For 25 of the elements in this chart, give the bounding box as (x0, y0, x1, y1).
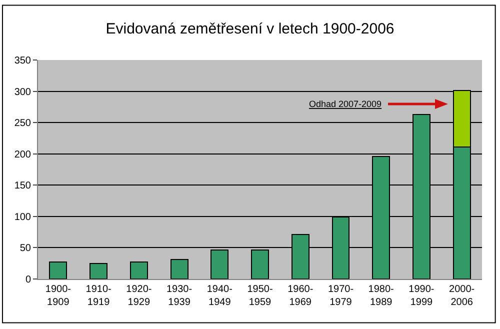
bar (49, 262, 68, 279)
x-tick-label: 2000-2006 (449, 284, 475, 308)
x-tick-label: 1920-1929 (126, 284, 152, 308)
y-tick-label: 50 (20, 243, 32, 254)
chart-title: Evidovaná zemětřesení v letech 1900-2006 (106, 20, 394, 38)
y-tick-label: 350 (14, 56, 32, 66)
x-tick-label: 1910-1919 (86, 284, 112, 308)
y-tick-label: 0 (25, 274, 32, 286)
y-tick-label: 200 (14, 149, 32, 160)
y-tick-label: 250 (14, 118, 32, 130)
x-tick-label: 1950-1959 (247, 284, 273, 308)
annotation: Odhad 2007-2009 (309, 99, 382, 109)
x-tick-label: 1960-1969 (288, 284, 314, 308)
bar (130, 262, 148, 279)
y-tick-label: 150 (14, 180, 32, 192)
y-tick-label: 300 (14, 86, 32, 98)
x-tick-label: 1990-1999 (408, 284, 434, 308)
x-tick-label: 1900-1909 (45, 284, 71, 308)
x-tick-label: 1980-1989 (368, 284, 394, 308)
bar (90, 262, 108, 279)
x-tick-label: 1970-1979 (328, 284, 354, 308)
x-tick-label: 1930-1939 (166, 284, 192, 308)
y-tick-label: 100 (14, 212, 32, 223)
bar (170, 259, 188, 279)
x-tick-label: 1940-1949 (206, 284, 232, 308)
